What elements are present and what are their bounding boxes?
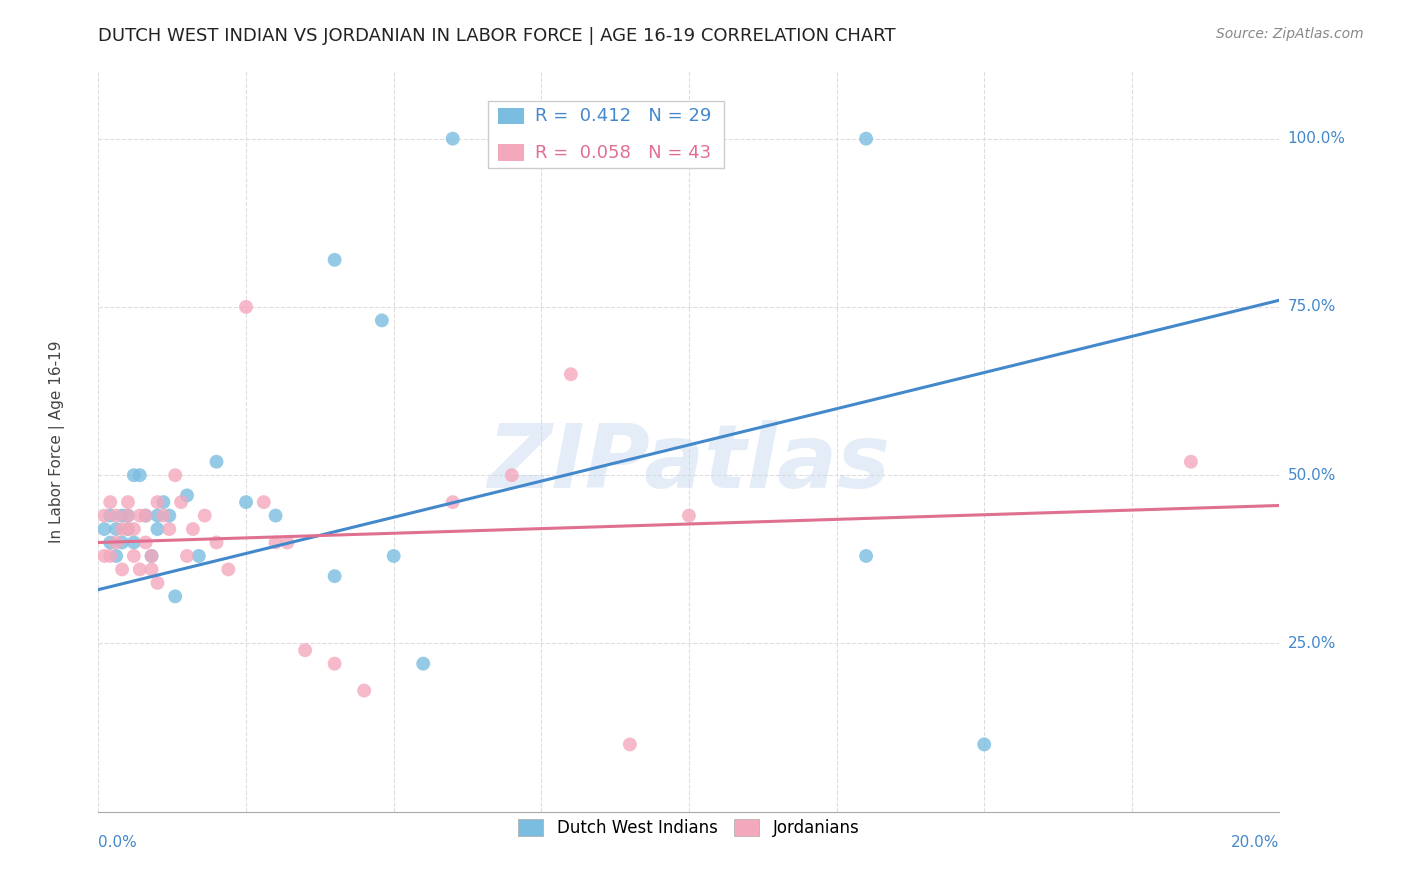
Point [152,508,174,523]
Point [141,549,163,563]
Text: 25.0%: 25.0% [1288,636,1336,651]
Point [1180,455,1202,469]
Point [205,455,228,469]
Point [135,508,157,523]
Point [117,508,139,523]
Point [170,495,193,509]
Point [176,488,198,502]
Point [323,657,346,671]
Point [264,535,287,549]
Point [93,508,115,523]
Point [187,549,209,563]
Point [93,522,115,536]
Point [117,495,139,509]
Point [217,562,239,576]
Point [371,313,394,327]
Point [412,657,434,671]
Point [135,535,157,549]
Point [98,495,121,509]
FancyBboxPatch shape [488,101,724,168]
Text: 0.0%: 0.0% [98,836,138,850]
Point [128,468,150,483]
Point [181,522,204,536]
Bar [498,145,523,161]
Point [157,522,180,536]
Point [264,508,287,523]
Point [98,549,121,563]
Point [157,508,180,523]
Point [276,535,298,549]
Text: R =  0.058   N = 43: R = 0.058 N = 43 [536,144,711,161]
Point [152,495,174,509]
Point [382,549,405,563]
Point [111,535,134,549]
Point [98,535,121,549]
Text: 50.0%: 50.0% [1288,467,1336,483]
Point [560,368,582,382]
Point [141,549,163,563]
Text: 20.0%: 20.0% [1232,836,1279,850]
Point [117,522,139,536]
Point [855,131,877,145]
Point [105,508,128,523]
Point [141,562,163,576]
Text: R =  0.412   N = 29: R = 0.412 N = 29 [536,107,711,125]
Point [146,508,169,523]
Point [105,522,128,536]
Point [855,549,877,563]
Point [105,535,128,549]
Point [111,508,134,523]
Point [146,522,169,536]
Point [235,495,257,509]
Point [117,522,139,536]
Point [105,549,128,563]
Point [501,468,523,483]
Text: ZIPatlas: ZIPatlas [488,420,890,508]
Point [117,508,139,523]
Point [176,549,198,563]
Point [122,468,145,483]
Point [111,562,134,576]
Point [323,569,346,583]
Point [235,300,257,314]
Bar [498,108,523,124]
Point [619,738,641,752]
Legend: Dutch West Indians, Jordanians: Dutch West Indians, Jordanians [512,813,866,844]
Text: Source: ZipAtlas.com: Source: ZipAtlas.com [1216,27,1364,41]
Point [441,131,464,145]
Point [146,495,169,509]
Point [122,522,145,536]
Point [194,508,217,523]
Point [98,508,121,523]
Point [128,508,150,523]
Point [353,683,375,698]
Point [111,522,134,536]
Point [973,738,995,752]
Point [135,508,157,523]
Point [93,549,115,563]
Text: 75.0%: 75.0% [1288,300,1336,314]
Point [146,575,169,590]
Text: In Labor Force | Age 16-19: In Labor Force | Age 16-19 [49,340,65,543]
Point [165,468,187,483]
Text: DUTCH WEST INDIAN VS JORDANIAN IN LABOR FORCE | AGE 16-19 CORRELATION CHART: DUTCH WEST INDIAN VS JORDANIAN IN LABOR … [98,27,896,45]
Point [122,535,145,549]
Point [165,590,187,604]
Point [441,495,464,509]
Point [678,508,700,523]
Point [128,562,150,576]
Point [294,643,316,657]
Point [205,535,228,549]
Point [323,252,346,267]
Point [253,495,276,509]
Point [122,549,145,563]
Text: 100.0%: 100.0% [1288,131,1346,146]
